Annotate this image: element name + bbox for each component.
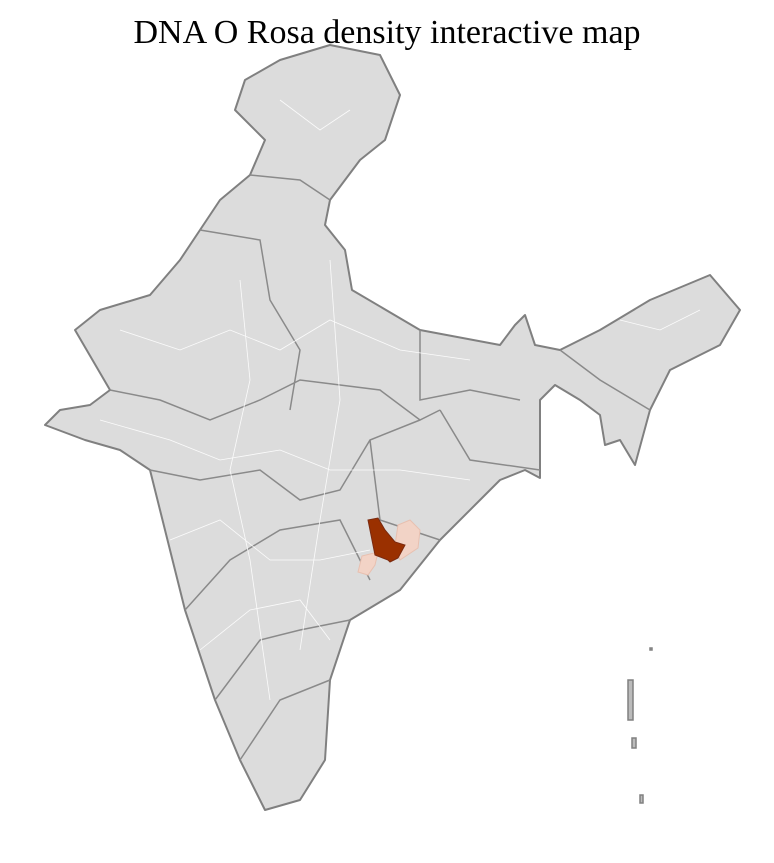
state-borders (109, 174, 651, 761)
district-lines (99, 99, 701, 701)
district-high-density[interactable] (367, 517, 406, 563)
andaman-nicobar-islands (627, 647, 653, 804)
map-title: DNA O Rosa density interactive map (133, 14, 641, 51)
india-outline (44, 44, 741, 811)
